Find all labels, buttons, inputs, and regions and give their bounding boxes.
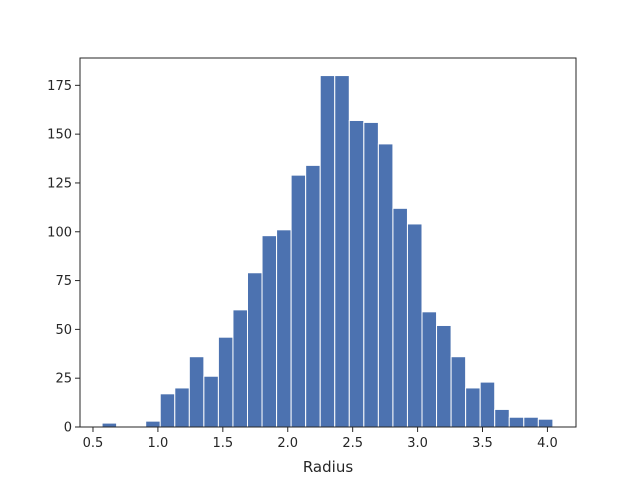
histogram-bar [232, 309, 248, 428]
x-tick-label: 1.5 [212, 436, 233, 451]
histogram-bar [479, 381, 496, 428]
x-axis: 0.5 1.0 1.5 2.0 2.5 3.0 3.5 4.0 [83, 427, 558, 451]
histogram-bar [261, 235, 278, 428]
histogram-bar [363, 121, 379, 428]
histogram-bar [145, 420, 161, 428]
histogram-bar [290, 174, 307, 428]
y-tick-label: 125 [47, 176, 72, 191]
y-tick-label: 175 [47, 79, 72, 94]
histogram-bar [217, 336, 234, 428]
histogram-bar [523, 416, 539, 428]
y-axis: 0 25 50 75 100 125 150 175 [47, 79, 80, 436]
y-tick-label: 150 [47, 128, 72, 143]
histogram-bar [348, 119, 365, 428]
histogram-bar [174, 387, 190, 428]
x-tick-label: 2.0 [277, 436, 298, 451]
x-tick-label: 2.5 [342, 436, 363, 451]
y-tick-label: 75 [55, 274, 72, 289]
histogram-bar [276, 229, 292, 428]
bars-group [101, 75, 554, 428]
histogram-bar [392, 207, 408, 428]
y-tick-label: 25 [55, 372, 72, 387]
plot-frame [79, 57, 577, 428]
histogram-bar [305, 164, 321, 428]
histogram-bar [406, 223, 423, 428]
x-tick-label: 1.0 [148, 436, 169, 451]
histogram-bar [494, 408, 510, 428]
histogram-bar [377, 143, 394, 428]
y-tick-label: 100 [47, 225, 72, 240]
histogram-bar [508, 416, 525, 428]
x-tick-label: 0.5 [83, 436, 104, 451]
histogram-bar [188, 356, 205, 428]
x-tick-label: 4.0 [537, 436, 558, 451]
histogram-bar [436, 324, 452, 428]
y-tick-label: 0 [64, 421, 72, 436]
y-tick-label: 50 [55, 323, 72, 338]
histogram-bar [101, 422, 118, 428]
x-tick-label: 3.0 [407, 436, 428, 451]
histogram-bar [450, 356, 467, 428]
histogram-bar [421, 311, 438, 428]
x-axis-label: Radius [303, 458, 353, 476]
histogram-bar [537, 418, 554, 428]
x-tick-label: 3.5 [472, 436, 493, 451]
histogram-bar [159, 393, 176, 428]
histogram-bar [247, 272, 263, 428]
histogram-bar [319, 75, 336, 428]
histogram-bar [203, 375, 219, 428]
histogram-bar [334, 75, 350, 428]
histogram-bar [465, 387, 481, 428]
